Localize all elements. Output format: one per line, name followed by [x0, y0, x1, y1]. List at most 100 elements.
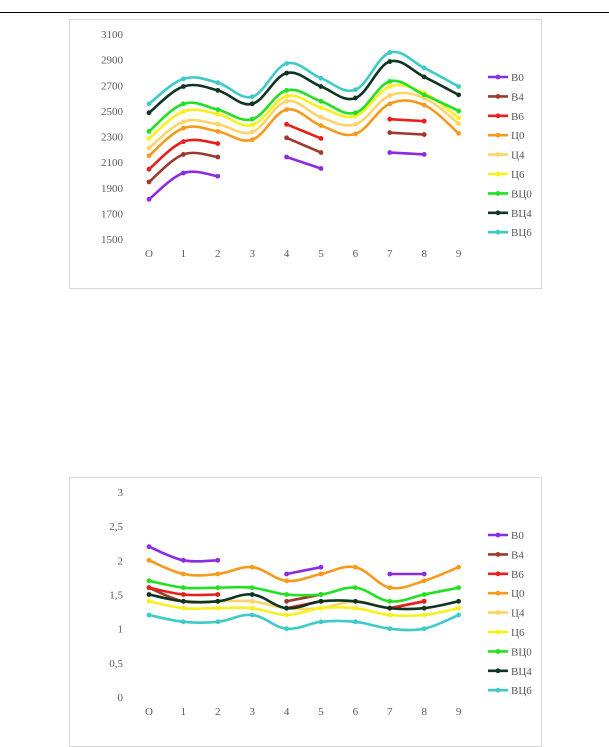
chart-1-series-4-point [215, 121, 221, 127]
chart-1-xtick-label: 7 [387, 248, 393, 260]
chart-1-series-6-point [353, 110, 358, 116]
chart-2-xtick-label: 5 [318, 706, 324, 718]
chart-1-series-5-point [318, 105, 324, 111]
chart-2-xtick-label: 7 [387, 706, 393, 718]
chart-1-ytick-label: 2100 [101, 157, 124, 169]
chart-1-series-4-point [387, 93, 393, 98]
chart-1-series-5-point [181, 109, 186, 114]
chart-1-legend-marker [495, 74, 501, 80]
chart-1-legend-label: В4 [511, 91, 524, 103]
chart-2-series-8-line [147, 613, 460, 632]
chart-1-ytick-label: 2900 [101, 55, 124, 67]
chart-2-series-7-point [387, 605, 393, 611]
chart-1-series-6-point [284, 87, 289, 93]
chart-2-ytick-label: 2,5 [109, 521, 123, 533]
chart-2-series-5-point [421, 612, 427, 618]
chart-1-series-4-point [318, 114, 324, 120]
chart-2-legend-marker [495, 590, 501, 596]
chart-1-series-6-point [215, 107, 221, 112]
chart-2-series-6-point [318, 592, 324, 597]
chart-2-series-5-point [456, 605, 461, 611]
chart-1-series-2-point [387, 116, 393, 122]
chart-2-legend-marker [495, 629, 501, 635]
chart-2-ytick-label: 0 [118, 692, 124, 704]
chart-2-series-3-point [249, 564, 255, 570]
chart-2-ytick-label: 3 [118, 487, 124, 499]
chart-1-series-0-point [146, 196, 152, 202]
chart-2-series-3-line [147, 559, 460, 590]
chart-2-series-7-point [284, 605, 289, 611]
chart-2-series-5-point [318, 605, 324, 611]
chart-2-series-6-point [353, 585, 358, 591]
chart-1-legend-marker [495, 210, 501, 216]
chart-2-series-5-point [284, 612, 289, 618]
chart-2-series-5-point [215, 605, 221, 611]
chart-2-legend-label: Ц4 [511, 608, 525, 620]
chart-1-series-1-point [215, 154, 221, 160]
chart-1-series-3-point [318, 123, 324, 129]
chart-1-series-3-point [421, 102, 427, 108]
chart-1-xtick-label: 3 [249, 248, 255, 260]
chart-2-series-6-point [456, 585, 461, 591]
chart-2-ytick-label: 1,5 [109, 590, 123, 602]
chart-2-series-5-line [147, 600, 460, 618]
chart-1-series-4-point [353, 121, 358, 127]
chart-2-series-5-point [387, 612, 393, 618]
chart-1-series-4-point [249, 129, 255, 135]
chart-2-series-3-point [181, 571, 186, 577]
chart-1-series-5-point [215, 111, 221, 117]
chart-2-series-0-point [421, 571, 427, 577]
chart-2-series-6-point [181, 585, 186, 591]
chart-2-series-0-line [285, 565, 323, 576]
chart-2-series-3-point [215, 571, 221, 577]
chart-1-series-1-point [146, 179, 152, 185]
chart-1-legend-label: Ц6 [511, 169, 525, 181]
chart-2-series-7-point [318, 598, 324, 604]
chart-1-series-5-point [249, 122, 255, 128]
chart-1-series-7-point [146, 110, 152, 116]
chart-1-series-2-line [285, 123, 323, 140]
chart-1-svg: 1500 1700 1900 2100 2300 2500 2700 2900 3100 O 1 2 3… [101, 29, 532, 260]
chart-1-series-2-point [146, 166, 152, 172]
chart-1-legend-marker [495, 94, 501, 99]
chart-1-series-8-point [215, 80, 221, 86]
chart-2-series-8-point [387, 626, 393, 632]
chart-1-ytick-label: 2700 [101, 80, 124, 92]
chart-2-legend-marker [495, 552, 501, 557]
chart-2-series-0-point [318, 564, 324, 570]
chart-2-series-5-point [353, 605, 358, 611]
chart-2-series-2-point [146, 585, 152, 591]
chart-2-series-7-point [456, 598, 461, 604]
chart-1-series-6-point [387, 79, 393, 84]
chart-1-series-2-point [318, 136, 324, 141]
chart-2-series-6-point [421, 592, 427, 597]
chart-1-series-1-point [421, 132, 427, 137]
chart-1-series-8-point [421, 65, 427, 71]
chart-2-series-0-point [181, 557, 186, 563]
chart-2-series-1-point [284, 598, 289, 604]
chart-2-series-3-point [387, 585, 393, 591]
chart-1-series-5-point [387, 84, 393, 89]
chart-2-xtick-label: 3 [249, 706, 255, 718]
chart-1-legend-label: Ц4 [511, 150, 525, 162]
chart-2-legend-marker [495, 571, 501, 577]
chart-2-xtick-label: 6 [353, 706, 359, 718]
chart-2-legend-marker [495, 668, 501, 674]
chart-2-series-3-point [318, 571, 324, 577]
chart-1-series-6-point [421, 92, 427, 98]
chart-2-legend-marker [495, 649, 501, 654]
chart-1-series-8-point [456, 84, 461, 89]
chart-2-series-3-point [146, 557, 152, 563]
chart-1-legend-marker [495, 229, 501, 235]
chart-1-series-7-point [456, 92, 461, 98]
chart-2-legend-label: В0 [511, 530, 524, 542]
chart-2-series-0-point [284, 571, 289, 577]
chart-1-panel: 1500 1700 1900 2100 2300 2500 2700 2900 3100 O 1 2 3… [69, 19, 542, 289]
chart-1-series-1-line [388, 131, 426, 136]
chart-1-series-3-point [181, 125, 186, 131]
chart-2-series-5-point [249, 605, 255, 611]
chart-1-series-1-line [285, 136, 323, 154]
chart-1-ytick-label: 1700 [101, 208, 124, 220]
chart-1-series-7-point [353, 95, 358, 101]
chart-1-series-6-point [146, 128, 152, 134]
